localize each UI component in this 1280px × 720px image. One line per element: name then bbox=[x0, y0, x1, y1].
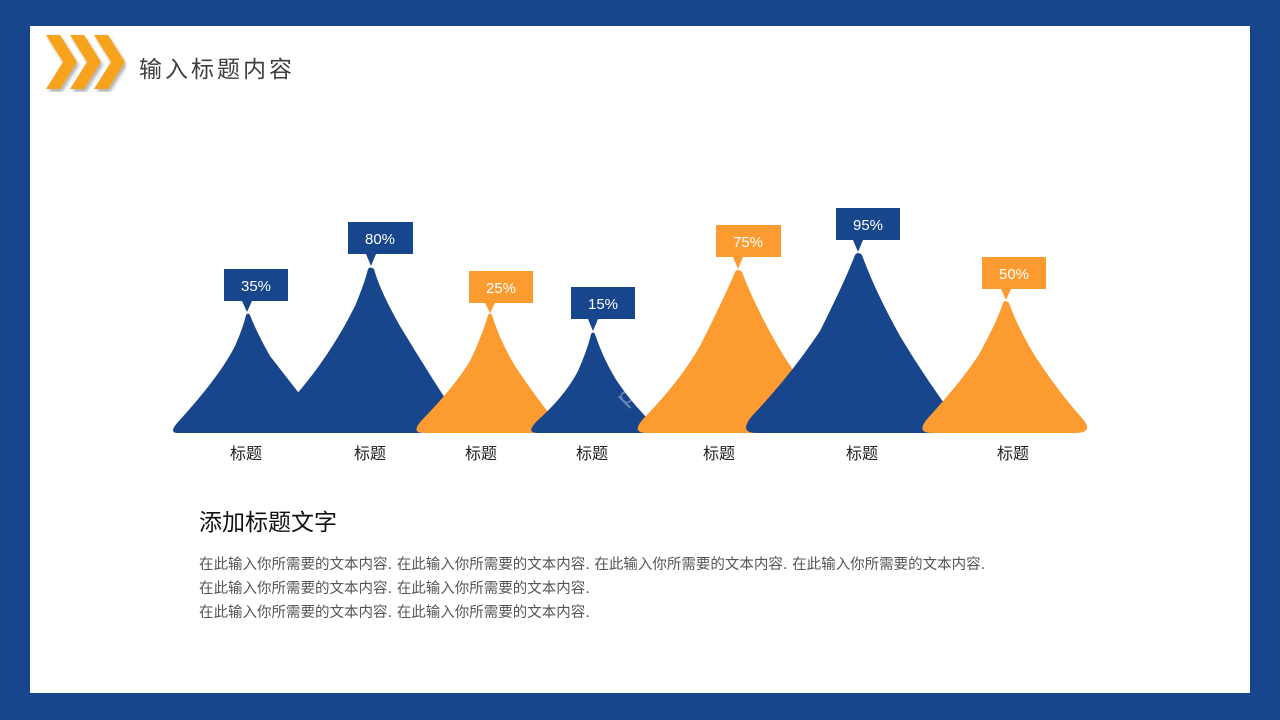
mountain-chart: 35% 80% 25% 15% 75% 95% 50% bbox=[173, 208, 1088, 433]
value-callout-2 bbox=[348, 222, 413, 266]
page-title: 输入标题内容 bbox=[139, 57, 295, 83]
category-label: 标题 bbox=[702, 444, 736, 463]
value-label: 75% bbox=[733, 234, 763, 251]
body-text: 在此输入你所需要的文本内容. 在此输入你所需要的文本内容. 在此输入你所需要的文… bbox=[199, 553, 985, 625]
value-callout-5 bbox=[716, 225, 781, 269]
triple-chevron-right-icon bbox=[46, 35, 125, 89]
peak-3 bbox=[416, 313, 558, 433]
peak-4 bbox=[531, 332, 654, 433]
category-label: 标题 bbox=[845, 444, 879, 463]
section-title: 添加标题文字 bbox=[199, 510, 337, 536]
value-callout-1 bbox=[224, 269, 288, 312]
value-label: 80% bbox=[365, 231, 395, 248]
value-label: 25% bbox=[486, 280, 516, 297]
peak-7 bbox=[922, 301, 1088, 433]
value-label: 50% bbox=[999, 266, 1029, 283]
value-label: 95% bbox=[853, 217, 883, 234]
peak-6 bbox=[746, 253, 959, 433]
body-line: 在此输入你所需要的文本内容. 在此输入你所需要的文本内容. bbox=[199, 605, 590, 621]
value-callout-6 bbox=[836, 208, 900, 252]
body-line: 在此输入你所需要的文本内容. 在此输入你所需要的文本内容. bbox=[199, 581, 590, 597]
value-callout-4 bbox=[571, 287, 635, 331]
category-label: 标题 bbox=[575, 444, 609, 463]
category-label: 标题 bbox=[464, 444, 498, 463]
value-label: 35% bbox=[241, 278, 271, 295]
peak-2 bbox=[285, 267, 463, 433]
category-label: 标题 bbox=[996, 444, 1030, 463]
value-callout-3 bbox=[469, 271, 533, 313]
peak-1 bbox=[173, 313, 330, 433]
body-line: 在此输入你所需要的文本内容. 在此输入你所需要的文本内容. 在此输入你所需要的文… bbox=[199, 557, 986, 573]
category-label: 标题 bbox=[229, 444, 263, 463]
value-callout-7 bbox=[982, 257, 1046, 300]
slide-canvas: 输入标题内容 bbox=[30, 26, 1250, 693]
category-label: 标题 bbox=[353, 444, 387, 463]
value-label: 15% bbox=[588, 296, 618, 313]
